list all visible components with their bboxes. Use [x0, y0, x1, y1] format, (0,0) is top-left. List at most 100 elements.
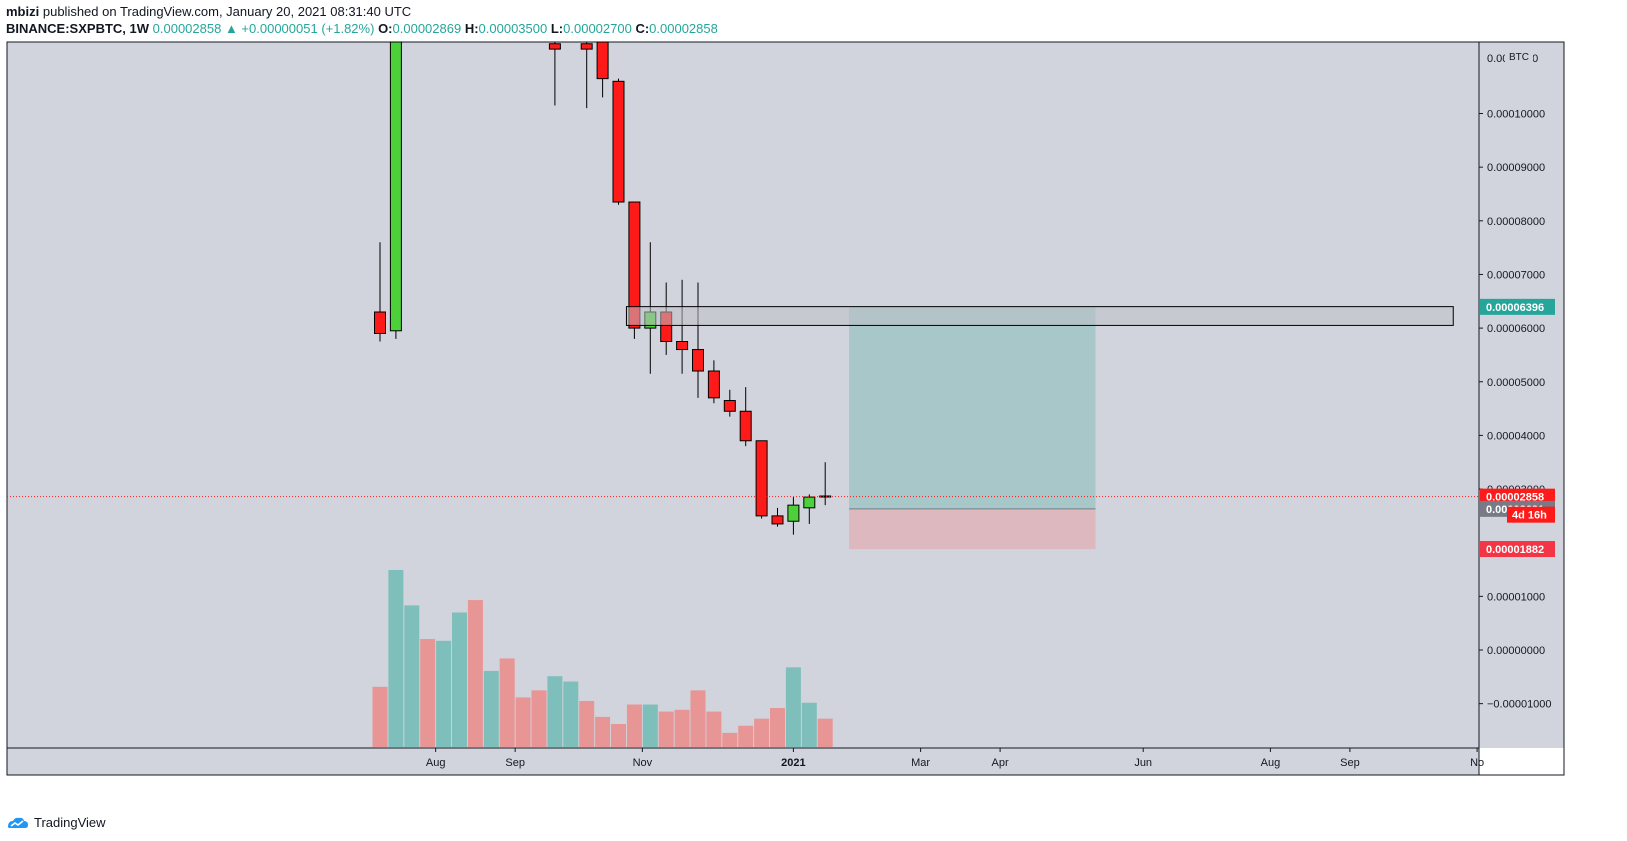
brand-name: TradingView [34, 815, 106, 830]
candle[interactable] [723, 389, 736, 417]
countdown-text: 4d 16h [1512, 510, 1547, 522]
candle[interactable] [596, 41, 609, 98]
volume-bar [467, 600, 483, 747]
candle-body [739, 410, 752, 442]
price-tick-label: 0.00009000 [1487, 162, 1545, 174]
candle-body [612, 80, 625, 203]
volume-bar [499, 658, 515, 747]
price-badge[interactable]: 0.00002858 [1480, 488, 1555, 505]
resistance-rectangle[interactable] [625, 306, 1454, 326]
candle[interactable] [787, 497, 800, 535]
candle-body [707, 370, 720, 399]
price-axis-background[interactable] [1479, 42, 1564, 748]
candle-body [803, 496, 816, 509]
close-value: 0.00002858 [649, 21, 718, 36]
price-badge[interactable]: 0.00006396 [1480, 298, 1555, 315]
low-label: L: [550, 21, 564, 36]
brand-footer[interactable]: TradingView [6, 815, 106, 830]
open-label: O: [378, 21, 393, 36]
volume-bar [388, 570, 404, 747]
candle-body [787, 504, 800, 522]
candle-body [548, 43, 561, 50]
volume-bar [483, 670, 499, 747]
candle[interactable] [803, 494, 816, 524]
candle[interactable] [374, 242, 386, 342]
candle[interactable] [389, 41, 402, 339]
price-badge-text: 0.00002858 [1486, 492, 1544, 504]
volume-bar [770, 708, 785, 747]
currency-label: BTC [1509, 52, 1529, 63]
price-tick-label: 0.00004000 [1487, 430, 1545, 442]
time-axis-background[interactable] [7, 748, 1479, 775]
volume-bar [658, 711, 674, 747]
price-badge[interactable]: 0.00001882 [1480, 541, 1555, 558]
price-tick-label: 0.00007000 [1487, 269, 1545, 281]
volume-bar [579, 700, 595, 747]
tradingview-logo-icon [8, 817, 28, 828]
time-tick-label: No [1470, 757, 1484, 769]
time-tick-label: Mar [911, 757, 930, 769]
price-tick-label: 0.00000000 [1487, 645, 1545, 657]
volume-bar [817, 718, 833, 747]
candle[interactable] [676, 279, 689, 374]
candle-body [596, 41, 609, 80]
open-value: 0.00002869 [392, 21, 462, 36]
high-label: H: [464, 21, 479, 36]
time-tick-label: Sep [1340, 757, 1360, 769]
volume-bar [626, 704, 642, 747]
volume-bar [674, 709, 690, 747]
volume-bar [515, 697, 531, 747]
candle-body [819, 495, 832, 498]
candle-body [389, 41, 402, 332]
volume-bar [722, 732, 738, 747]
volume-bar [595, 716, 611, 747]
volume-bar [785, 667, 801, 747]
publish-info: mbizi published on TradingView.com, Janu… [6, 4, 411, 20]
price-badge-text: 0.00006396 [1486, 302, 1544, 314]
volume-bar [611, 723, 626, 747]
candle[interactable] [771, 507, 784, 527]
candle-body [723, 400, 736, 412]
volume-bar [801, 702, 817, 747]
currency-badge-bg [1505, 48, 1533, 64]
time-tick-label: Aug [1261, 757, 1281, 769]
candle-body [628, 201, 641, 329]
price-tick-label: −0.00001000 [1487, 699, 1552, 711]
volume-bar [738, 725, 754, 747]
low-value: 0.00002700 [563, 21, 632, 36]
volume-bar [642, 704, 658, 747]
profit-zone[interactable] [849, 306, 1096, 509]
countdown-badge-bg [1507, 506, 1555, 523]
volume-bar [452, 612, 467, 747]
candle[interactable] [707, 360, 720, 404]
candle[interactable] [612, 78, 625, 205]
candle-body [771, 515, 784, 525]
stop-zone[interactable] [849, 508, 1096, 550]
candle-body [580, 43, 593, 50]
time-tick-label: Sep [505, 757, 525, 769]
price-tick-label: 0.00001000 [1487, 591, 1545, 603]
candle[interactable] [755, 440, 768, 519]
volume-bar [531, 690, 547, 747]
candle[interactable] [692, 282, 704, 398]
candle[interactable] [819, 462, 832, 506]
time-tick-label: Apr [992, 757, 1009, 769]
author-name[interactable]: mbizi [6, 4, 40, 19]
plot-background [7, 42, 1479, 748]
countdown-badge: 4d 16h [1507, 506, 1555, 523]
candle[interactable] [739, 387, 752, 447]
price-badge-text: 0.00001882 [1486, 544, 1544, 556]
candle[interactable] [580, 42, 593, 109]
volume-bar [706, 711, 722, 747]
time-tick-label: Jun [1134, 757, 1152, 769]
symbol-legend: BINANCE:SXPBTC, 1W 0.00002858 ▲ +0.00000… [6, 21, 718, 37]
symbol-title[interactable]: BINANCE:SXPBTC, 1W [6, 21, 150, 36]
price-tick-label: 0.00005000 [1487, 377, 1545, 389]
volume-bar [436, 640, 452, 747]
price-badge-bg [1480, 488, 1555, 505]
price-tick-label: 0.00008000 [1487, 216, 1545, 228]
candle-body [755, 440, 768, 517]
volume-bar [547, 676, 563, 747]
candle[interactable] [548, 42, 561, 106]
